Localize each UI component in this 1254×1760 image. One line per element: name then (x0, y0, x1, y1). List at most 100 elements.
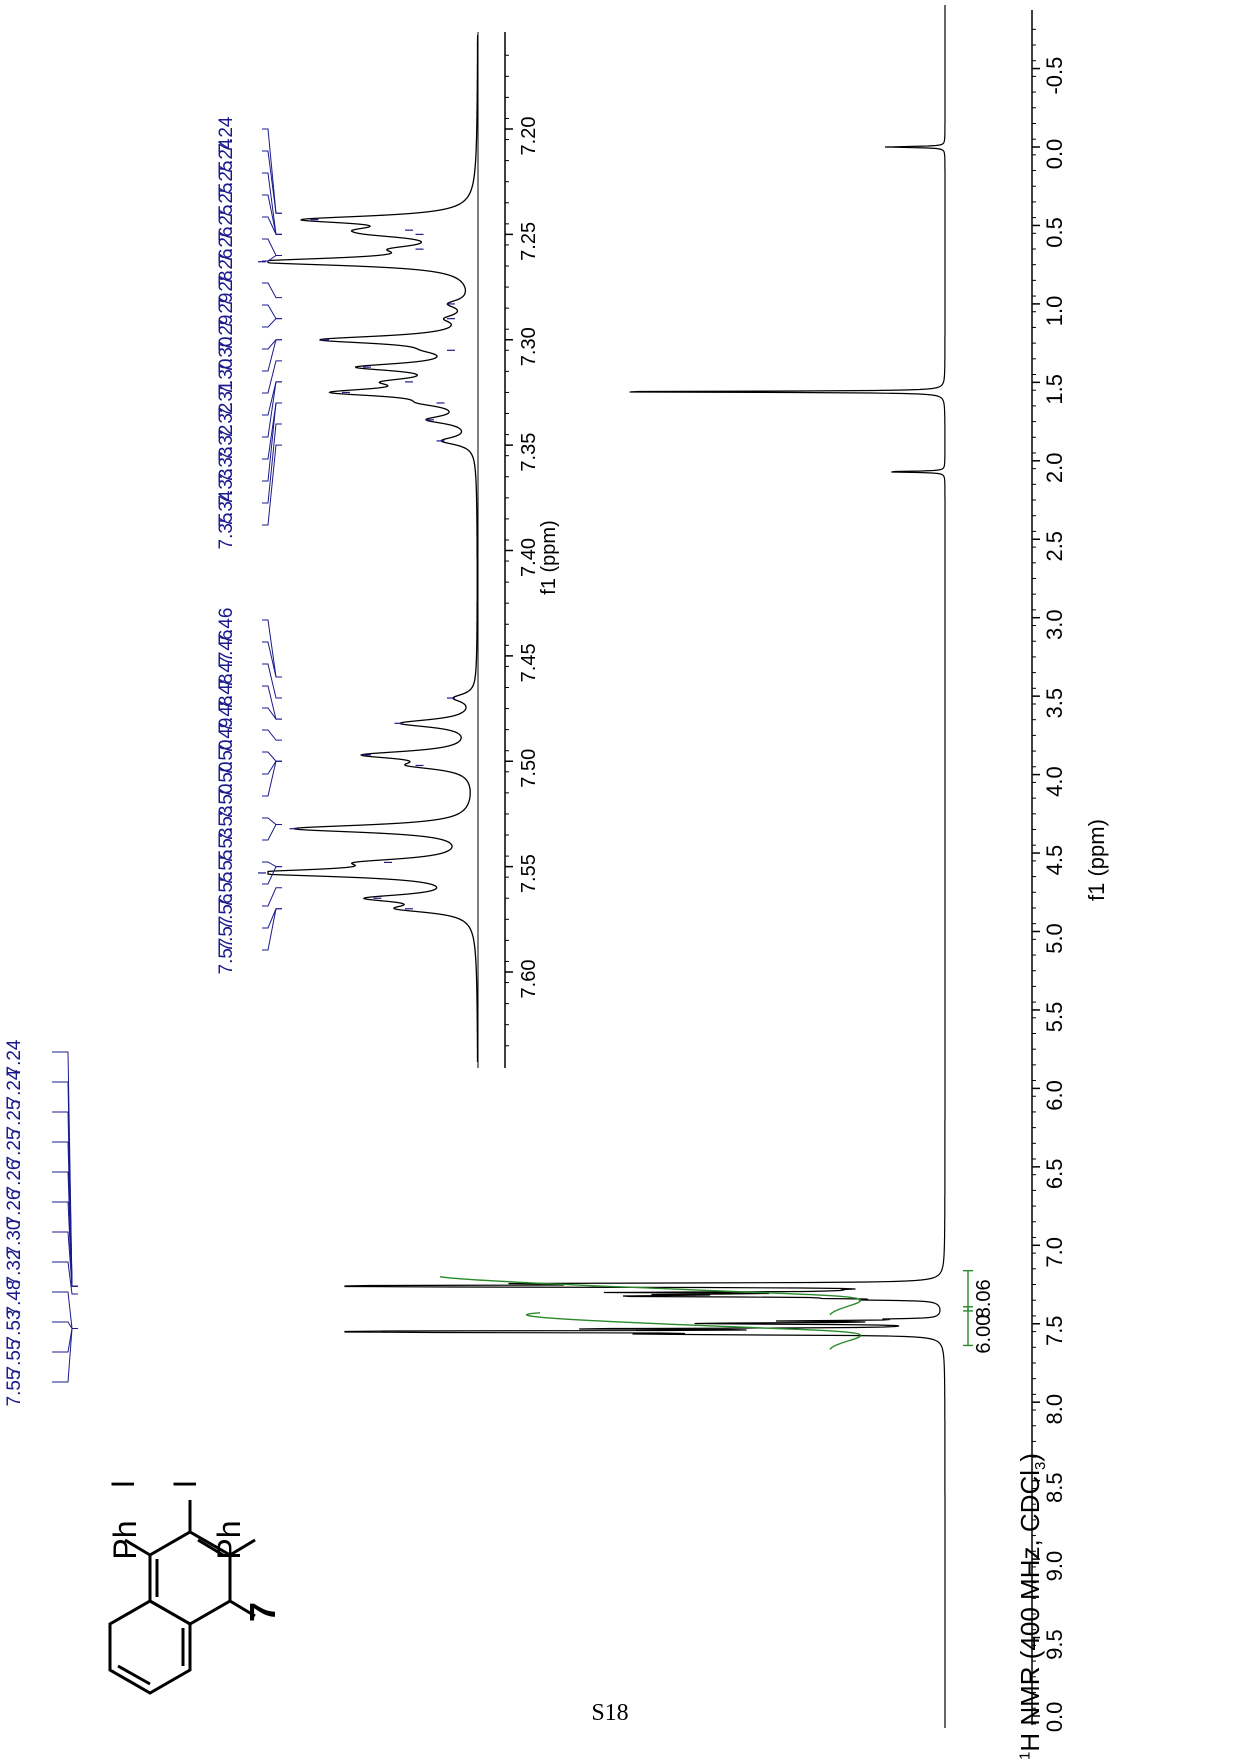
inset-peak-label-leader (262, 216, 282, 235)
inset-peak-label: 7.34 (216, 490, 237, 527)
inset-peak-label: 7.32 (216, 403, 237, 440)
main-peak-label: 7.25 (4, 1100, 25, 1137)
main-x-axis-label: f1 (ppm) (1084, 819, 1109, 901)
inset-peak-label: 7.47 (216, 652, 237, 689)
integral-curve (526, 1312, 862, 1350)
main-tick-label: 7.5 (1042, 1315, 1067, 1346)
inset-peak-label: 7.56 (216, 894, 237, 931)
inset-peak-label-leader (262, 663, 282, 699)
inset-peak-label-leader (262, 339, 282, 372)
main-peak-label: 7.55 (4, 1340, 25, 1377)
main-tick-label: 2.0 (1042, 453, 1067, 484)
main-tick-label: 5.0 (1042, 923, 1067, 954)
spectrum-title: 1H NMR (400 MHz, CDCl3) (1015, 1360, 1049, 1760)
inset-peak-label: 7.25 (216, 183, 237, 220)
main-tick-label: 0.0 (1042, 139, 1067, 170)
main-peak-label: 7.24 (4, 1039, 25, 1076)
inset-x-axis-label: f1 (ppm) (538, 520, 560, 594)
main-tick-label: 3.0 (1042, 609, 1067, 640)
inset-peak-label-leader (262, 254, 282, 262)
main-tick-label: 6.5 (1042, 1159, 1067, 1190)
inset-peak-label-leader (262, 729, 282, 741)
main-tick-label: 1.0 (1042, 296, 1067, 327)
iodo-label-1: I (105, 1479, 141, 1489)
inset-peak-label: 7.28 (216, 271, 237, 308)
inset-peak-label: 7.30 (216, 359, 237, 396)
inset-tick-label: 7.50 (518, 749, 540, 788)
inset-peak-label: 7.33 (216, 447, 237, 484)
main-tick-label: 5.5 (1042, 1002, 1067, 1033)
inset-peak-label-leader (262, 238, 282, 256)
inset-peak-label-leader (262, 887, 282, 907)
main-spectrum-trace (344, 5, 946, 1728)
inset-peak-label-leader (262, 360, 282, 394)
main-peak-label-leader (62, 1261, 78, 1295)
inset-peak-label: 7.49 (216, 718, 237, 755)
main-peak-label-leader (62, 1321, 78, 1329)
inset-peak-label-leader (262, 861, 282, 868)
main-tick-label: 9.0 (1042, 1551, 1067, 1582)
main-peak-label: 7.26 (4, 1190, 25, 1227)
page-number: S18 (591, 1700, 629, 1726)
main-peak-label: 7.30 (4, 1220, 25, 1257)
inset-tick-label: 7.20 (518, 117, 540, 156)
double-bond-1 (117, 1664, 151, 1686)
inset-peak-label: 7.29 (216, 315, 237, 352)
inset-peak-label-leader (262, 908, 282, 951)
inset-peak-label-leader (262, 760, 282, 775)
main-tick-label: 6.0 (1042, 1080, 1067, 1111)
main-peak-label-leader (62, 1231, 78, 1287)
inset-peak-label: 7.24 (216, 116, 237, 153)
iodo-label-2: I (167, 1479, 203, 1489)
inset-peak-label-leader (262, 444, 282, 526)
main-peak-label-leader (62, 1291, 78, 1329)
main-tick-label: 4.5 (1042, 845, 1067, 876)
main-tick-label: 9.5 (1042, 1629, 1067, 1660)
inset-peak-label-leader (262, 760, 282, 797)
inset-peak-label: 7.26 (216, 227, 237, 264)
inset-peak-label: 7.57 (216, 938, 237, 975)
inset-peak-label: 7.26 (216, 249, 237, 286)
inset-peak-label-leader (262, 823, 282, 841)
inset-peak-label-leader (262, 318, 282, 328)
inset-peak-label: 7.25 (216, 161, 237, 198)
main-peak-label: 7.26 (4, 1160, 25, 1197)
inset-tick-label: 7.55 (518, 854, 540, 893)
inset-peak-label-leader (262, 282, 282, 299)
ph-label-bottom: Ph (211, 1520, 247, 1560)
inset-peak-label: 7.53 (216, 806, 237, 843)
main-tick-label: 8.5 (1042, 1472, 1067, 1503)
main-peak-label: 7.25 (4, 1130, 25, 1167)
inset-tick-label: 7.45 (518, 643, 540, 682)
inset-peak-label: 7.33 (216, 469, 237, 506)
inset-tick-label: 7.25 (518, 222, 540, 261)
inset-peak-label: 7.29 (216, 293, 237, 330)
integral-curve (439, 1275, 862, 1316)
main-peak-label: 7.48 (4, 1280, 25, 1317)
inset-tick-label: 7.35 (518, 433, 540, 472)
double-bond-4 (197, 1538, 224, 1557)
inset-tick-label: 7.30 (518, 327, 540, 366)
inset-tick-label: 7.60 (518, 960, 540, 999)
inset-peak-label-leader (262, 150, 282, 214)
title-main: H NMR (400 MHz, CDCl (1015, 1469, 1045, 1752)
inset-peak-label: 7.57 (216, 916, 237, 953)
main-tick-label: 0.5 (1042, 217, 1067, 248)
inset-peak-label-leader (262, 381, 282, 438)
inset-peak-label: 7.55 (216, 872, 237, 909)
inset-peak-label: 7.50 (216, 784, 237, 821)
inset-peak-label: 7.50 (216, 740, 237, 777)
inset-peak-label-leader (262, 817, 282, 825)
inset-peak-label: 7.50 (216, 762, 237, 799)
main-tick-label: 4.0 (1042, 766, 1067, 797)
inset-peak-label: 7.25 (216, 205, 237, 242)
main-tick-label: 8.0 (1042, 1394, 1067, 1425)
inset-peak-label-leader (262, 304, 282, 320)
inset-peak-label: 7.55 (216, 850, 237, 887)
inset-peak-label-leader (262, 707, 282, 720)
inset-peak-label: 7.30 (216, 337, 237, 374)
ph-bond-top (124, 1538, 151, 1557)
iodo-bond-2 (229, 1538, 256, 1557)
